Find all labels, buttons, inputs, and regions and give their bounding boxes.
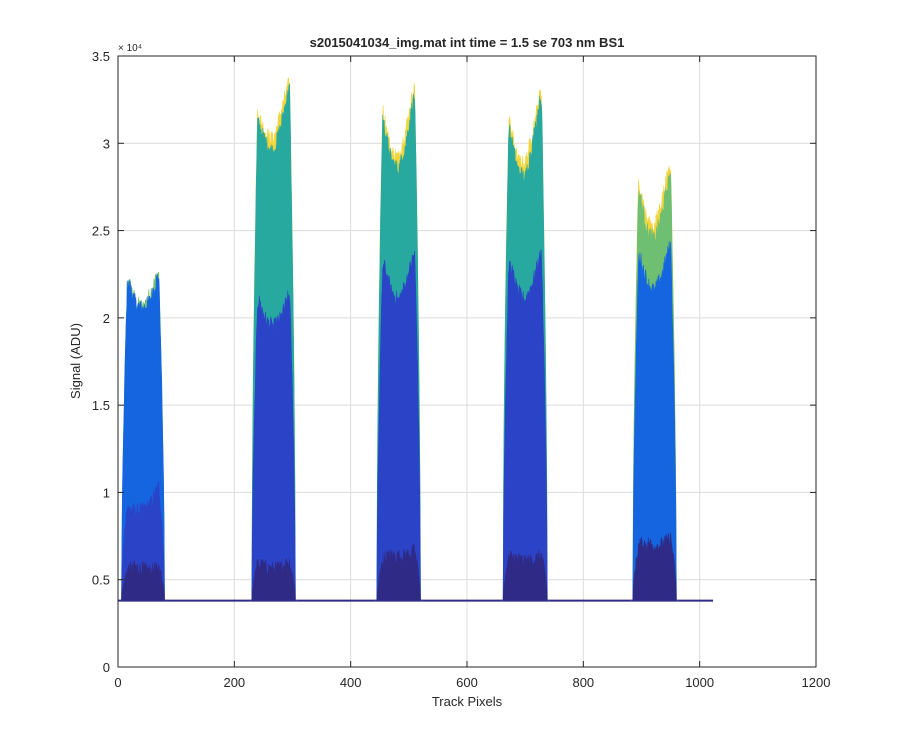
x-tick-label: 1000 [685, 675, 714, 690]
track-2-layer-3 [249, 290, 298, 601]
x-tick-label: 200 [223, 675, 245, 690]
track-4 [500, 89, 550, 601]
track-2 [249, 77, 298, 601]
x-tick-label: 400 [340, 675, 362, 690]
y-axis-label: Signal (ADU) [68, 323, 83, 399]
data-traces [118, 77, 714, 602]
y-axis-exponent: × 10⁴ [118, 43, 142, 54]
y-tick-label: 1 [103, 485, 110, 500]
y-tick-label: 3 [103, 136, 110, 151]
y-tick-label: 1.5 [92, 398, 110, 413]
grid-lines [118, 56, 816, 667]
axis-ticks: 0 200 400 600 800 1000 1200 0 0.5 1 1.5 2 2.5 3 3.5 [92, 49, 831, 690]
track-1 [119, 271, 167, 601]
x-tick-label: 600 [456, 675, 478, 690]
track-4-layer-4 [500, 549, 550, 601]
x-tick-label: 800 [572, 675, 594, 690]
track-1-layer-4 [119, 560, 167, 601]
y-tick-label: 0 [103, 660, 110, 675]
track-3-layer-3 [374, 250, 423, 601]
chart-title: s2015041034_img.mat int time = 1.5 se 70… [310, 35, 625, 50]
y-tick-label: 3.5 [92, 49, 110, 64]
track-5 [630, 165, 679, 601]
track-3 [374, 82, 423, 601]
track-2-layer-4 [249, 557, 298, 601]
x-axis-label: Track Pixels [432, 694, 503, 709]
track-5-layer-4 [630, 532, 679, 601]
x-tick-label: 1200 [802, 675, 831, 690]
y-tick-label: 0.5 [92, 573, 110, 588]
x-tick-label: 0 [114, 675, 121, 690]
track-4-layer-3 [500, 249, 550, 601]
track-5-layer-3 [630, 240, 679, 601]
y-tick-label: 2 [103, 311, 110, 326]
y-tick-label: 2.5 [92, 224, 110, 239]
track-3-layer-4 [374, 543, 423, 601]
